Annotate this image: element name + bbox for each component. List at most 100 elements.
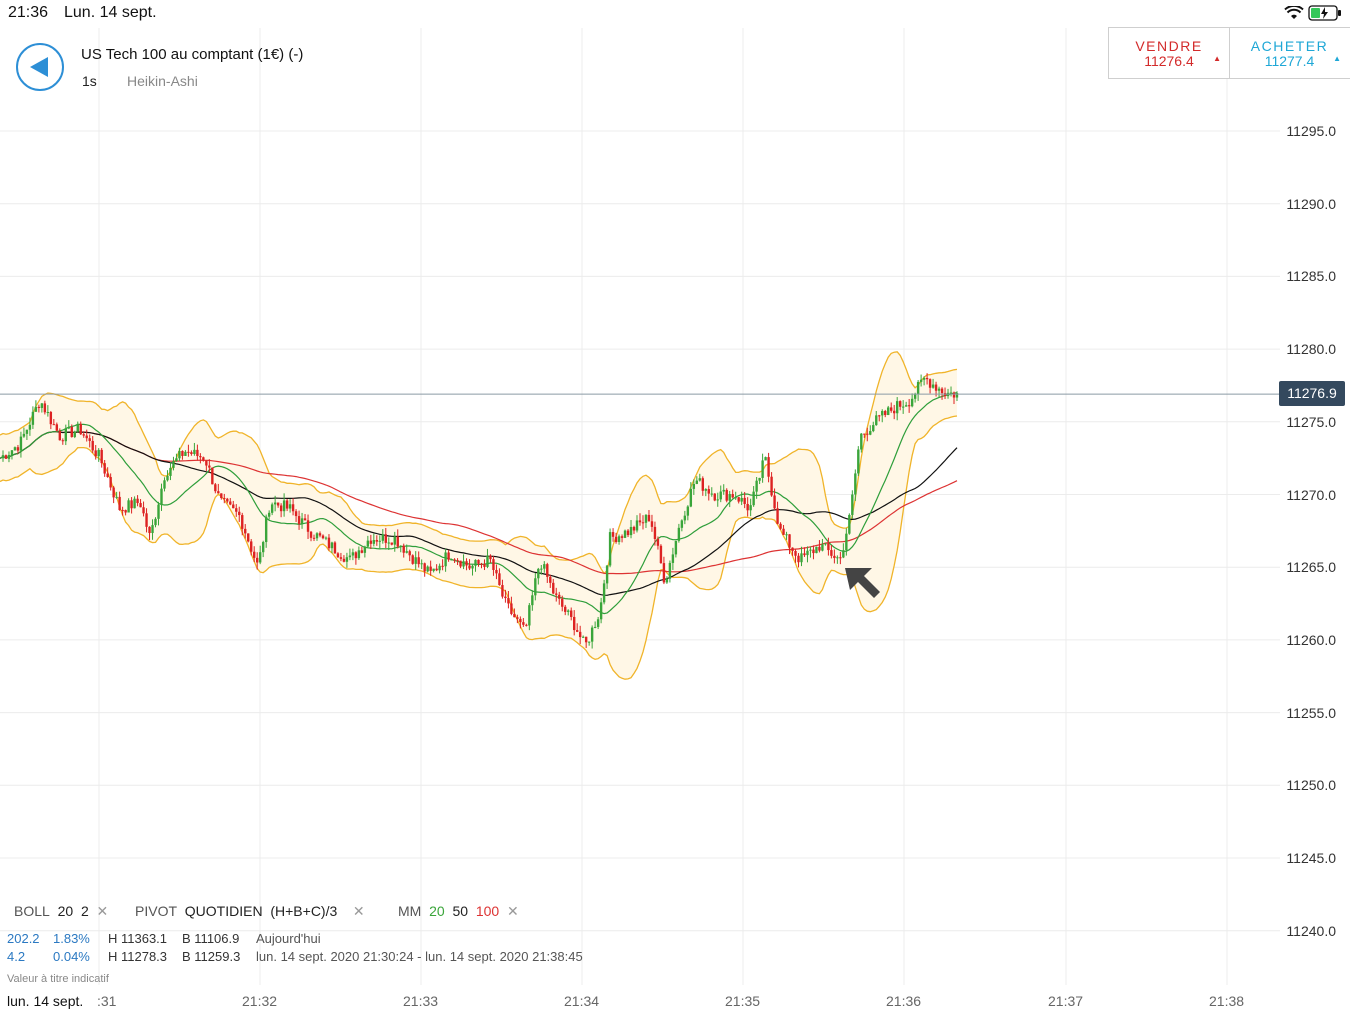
candle-body — [255, 557, 259, 563]
candle-body — [205, 460, 208, 466]
candle-body — [952, 392, 956, 398]
pivot-formula: (H+B+C)/3 — [270, 903, 338, 919]
candle-body — [273, 502, 277, 505]
boll-label: BOLL — [14, 903, 50, 919]
candle-body — [477, 559, 480, 564]
buy-button[interactable]: ACHETER 11277.4 ▲ — [1229, 28, 1349, 78]
candle-body — [710, 493, 713, 495]
candle-body — [253, 551, 256, 558]
x-tick-label: 21:33 — [403, 993, 439, 1009]
remove-mm-icon[interactable]: ✕ — [503, 903, 519, 919]
candle-body — [593, 626, 597, 628]
candle-body — [531, 595, 534, 606]
candle-body — [776, 508, 779, 524]
candle-body — [818, 546, 821, 551]
x-tick-label: 21:37 — [1048, 993, 1084, 1009]
candle-body — [659, 545, 663, 564]
candle-body — [444, 552, 447, 567]
ma50-line — [0, 431, 958, 596]
candle-body — [465, 561, 468, 566]
candle-body — [587, 641, 591, 643]
candle-body — [910, 398, 914, 407]
candle-body — [441, 565, 444, 567]
candle-body — [734, 497, 737, 499]
candle-body — [626, 530, 630, 536]
range-low: B 11259.3 — [182, 949, 241, 964]
up-triangle-icon: ▲ — [1213, 54, 1221, 63]
candle-body — [109, 477, 112, 488]
candle-body — [315, 533, 319, 539]
current-price-tag: 11276.9 — [1279, 381, 1345, 406]
candle-body — [638, 520, 642, 523]
candle-body — [300, 518, 304, 524]
candle-body — [516, 617, 519, 619]
candle-body — [949, 392, 953, 394]
candle-body — [686, 506, 690, 516]
candle-body — [501, 585, 504, 597]
candle-body — [211, 467, 214, 485]
candle-body — [555, 593, 558, 595]
candle-body — [791, 547, 794, 551]
candle-body — [558, 594, 561, 599]
candle-body — [650, 521, 654, 527]
candle-body — [220, 493, 223, 499]
remove-boll-icon[interactable]: ✕ — [92, 903, 109, 919]
back-button[interactable] — [16, 43, 64, 91]
candle-body — [238, 511, 241, 516]
candle-body — [887, 407, 890, 416]
candle-body — [393, 536, 396, 545]
sell-button[interactable]: VENDRE 11276.4 ▲ — [1109, 28, 1229, 78]
candles — [1, 373, 959, 649]
candle-body — [528, 605, 531, 626]
candle-body — [100, 449, 103, 464]
candle-body — [483, 564, 486, 567]
boll-deviation: 2 — [80, 903, 89, 919]
candle-body — [64, 428, 67, 442]
candle-body — [244, 528, 247, 534]
candle-body — [656, 538, 660, 546]
candle-body — [40, 403, 44, 408]
candle-body — [193, 449, 196, 455]
mm-indicator[interactable]: MM 20 50 100 ✕ — [398, 903, 519, 920]
day-low: B 11106.9 — [182, 931, 240, 946]
pivot-mode: QUOTIDIEN — [184, 903, 263, 919]
candle-body — [722, 489, 725, 492]
candle-body — [797, 555, 800, 563]
candle-body — [671, 554, 675, 563]
candle-body — [10, 450, 14, 455]
range-label: Aujourd'hui — [256, 931, 321, 946]
candle-body — [223, 498, 226, 500]
candle-body — [617, 536, 621, 542]
candle-body — [913, 394, 917, 399]
candle-body — [486, 555, 489, 567]
y-tick-label: 11280.0 — [1286, 341, 1336, 358]
candle-body — [345, 557, 349, 562]
candle-body — [145, 513, 148, 527]
bollinger-band-fill — [0, 351, 957, 680]
pivot-indicator[interactable]: PIVOT QUOTIDIEN (H+B+C)/3 ✕ — [135, 903, 365, 920]
boll-indicator[interactable]: BOLL 20 2 ✕ — [14, 903, 108, 920]
candle-body — [148, 526, 151, 534]
candle-body — [522, 622, 525, 625]
chart-style-selector[interactable]: Heikin-Ashi — [127, 73, 198, 89]
instrument-title: US Tech 100 au comptant (1€) (-) — [81, 46, 304, 63]
candle-body — [821, 544, 824, 551]
candle-body — [698, 478, 702, 481]
candle-body — [118, 496, 121, 511]
candle-body — [241, 515, 244, 529]
candle-body — [151, 525, 154, 534]
candle-body — [743, 497, 746, 504]
candle-body — [767, 457, 770, 477]
candle-body — [402, 545, 405, 553]
candle-body — [525, 624, 528, 626]
wifi-icon — [1284, 4, 1304, 25]
candle-body — [546, 564, 549, 577]
candle-body — [133, 498, 136, 509]
remove-pivot-icon[interactable]: ✕ — [341, 903, 365, 919]
candle-body — [955, 393, 959, 398]
mm-label: MM — [398, 903, 422, 919]
y-tick-label: 11295.0 — [1286, 123, 1336, 139]
interval-selector[interactable]: 1s — [82, 73, 97, 89]
candle-body — [25, 429, 29, 434]
